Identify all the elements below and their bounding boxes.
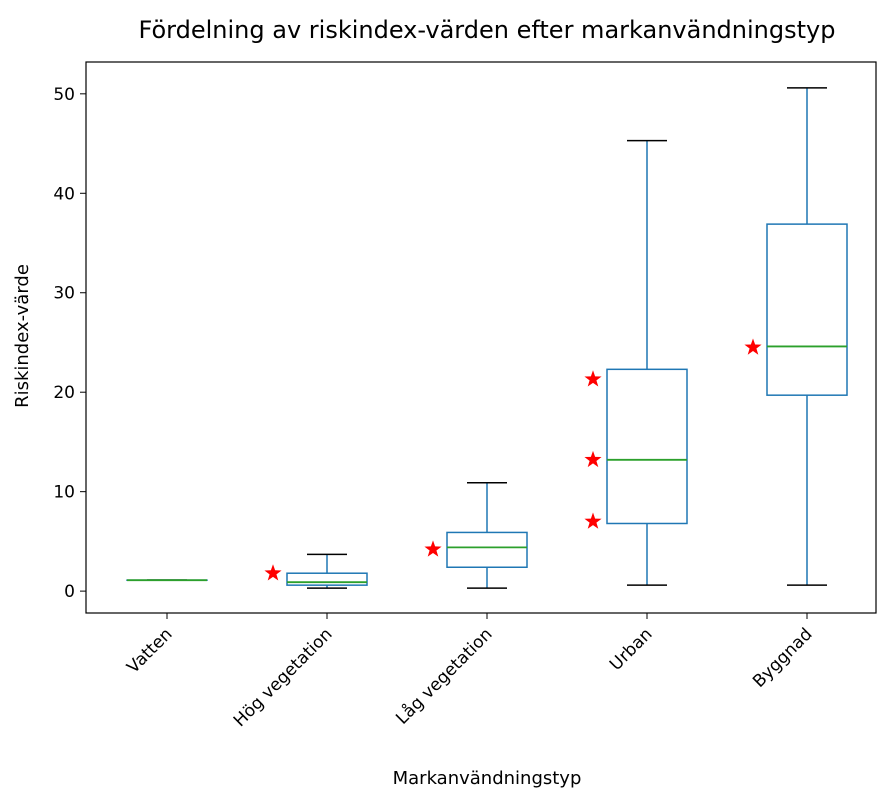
star-marker	[584, 370, 602, 387]
plot-frame	[85, 61, 877, 614]
chart-title: Fördelning av riskindex-värden efter mar…	[139, 16, 836, 44]
box-iqr	[606, 368, 688, 525]
star-marker	[744, 338, 762, 355]
box-group	[286, 553, 368, 589]
star-marker	[264, 564, 282, 581]
y-tick-label: 50	[53, 85, 75, 105]
x-tick-label: Urban	[606, 624, 657, 675]
box-group	[766, 87, 848, 586]
box-iqr	[286, 572, 368, 586]
box-iqr	[766, 223, 848, 396]
y-tick-label: 40	[53, 184, 75, 204]
y-axis: 0 10 20 30 40 50	[53, 85, 86, 602]
y-tick-label: 20	[53, 383, 75, 403]
x-axis-label: Markanvändningstyp	[393, 768, 582, 789]
star-marker	[584, 450, 602, 468]
box-iqr	[446, 531, 528, 568]
x-tick-label: Byggnad	[749, 624, 816, 691]
x-tick-label: Hög vegetation	[230, 624, 337, 731]
star-marker	[424, 540, 442, 557]
x-axis: Vatten Hög vegetation Låg vegetation Urban B…	[123, 613, 817, 731]
y-tick-label: 30	[53, 284, 75, 304]
y-tick-label: 0	[64, 582, 75, 602]
x-tick-label: Vatten	[123, 624, 176, 677]
x-tick-label: Låg vegetation	[392, 624, 497, 729]
y-tick-label: 10	[53, 483, 75, 503]
plot-area	[126, 87, 848, 589]
star-marker	[584, 512, 602, 529]
box-group	[606, 139, 688, 586]
y-axis-label: Riskindex-värde	[12, 264, 33, 408]
box-group	[446, 481, 528, 589]
